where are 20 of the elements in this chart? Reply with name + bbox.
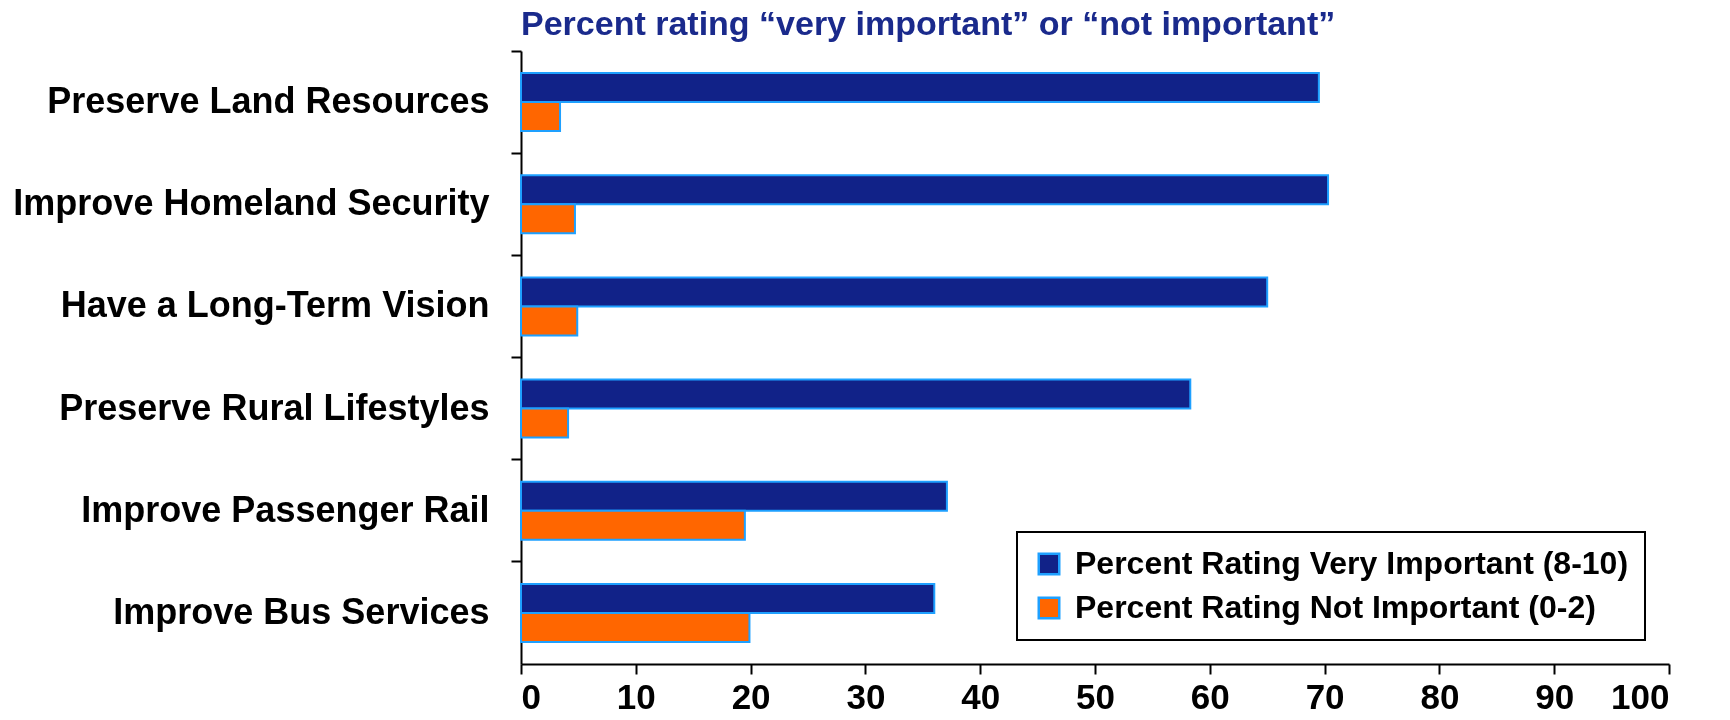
x-tick-label: 60 [1190, 676, 1230, 716]
x-tick-label: 80 [1420, 676, 1460, 716]
y-tick-label: Preserve Land Resources [47, 80, 490, 122]
y-tick-label: Improve Bus Services [113, 590, 490, 632]
x-tick-label: 30 [846, 676, 886, 716]
x-tick-label: 10 [616, 676, 656, 716]
x-tick-label: 20 [731, 676, 771, 716]
x-tick-label: 50 [1076, 676, 1115, 716]
x-tick-label: 40 [961, 676, 1001, 716]
y-tick-label: Have a Long-Term Vision [60, 284, 490, 326]
y-tick-label: Preserve Rural Lifestyles [59, 386, 490, 428]
x-tick-label: 90 [1535, 676, 1575, 716]
legend-label: Percent Rating Very Important (8-10) [1075, 545, 1629, 581]
x-tick-label: 0 [521, 676, 541, 716]
chart-title: Percent rating “very important” or “not important” [521, 4, 1336, 42]
y-tick-label: Improve Homeland Security [13, 182, 490, 224]
x-tick-label: 70 [1305, 676, 1345, 716]
y-tick-label: Improve Passenger Rail [81, 488, 490, 530]
legend-label: Percent Rating Not Important (0-2) [1075, 589, 1596, 625]
x-tick-label: 100 [1611, 676, 1670, 716]
